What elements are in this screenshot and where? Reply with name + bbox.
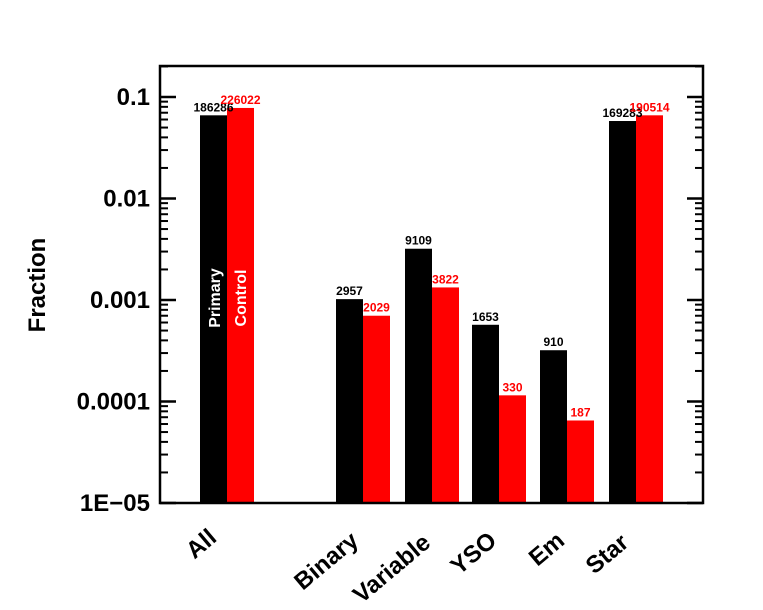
count-label-primary-em: 910 (543, 335, 563, 349)
bar-primary-star (609, 121, 636, 504)
y-tick-label: 0.001 (90, 287, 150, 314)
count-label-control-variable: 3822 (432, 272, 459, 286)
count-label-control-binary: 2029 (363, 301, 390, 315)
x-label-all: All (181, 524, 222, 564)
bar-primary-em (540, 350, 567, 503)
bar-control-star (636, 115, 663, 504)
count-label-control-star: 190514 (629, 100, 669, 114)
axes-layer (158, 64, 705, 505)
bar-control-yso (499, 395, 526, 503)
bars-layer (200, 107, 663, 504)
y-axis-title: Fraction (24, 238, 51, 333)
bar-primary-binary (336, 299, 363, 503)
count-label-control-yso: 330 (502, 380, 522, 394)
legend-control-label: Control (233, 270, 250, 327)
count-label-primary-variable: 9109 (405, 234, 432, 248)
x-label-variable: Variable (348, 529, 436, 609)
count-label-primary-all: 186286 (193, 100, 233, 114)
bar-control-variable (432, 287, 459, 503)
y-tick-label: 0.01 (103, 186, 150, 213)
bar-primary-variable (405, 248, 432, 503)
legend-primary-label: Primary (207, 268, 224, 328)
bar-control-binary (363, 315, 390, 503)
bar-primary-all (200, 115, 227, 504)
x-label-star: Star (581, 529, 634, 580)
x-label-em: Em (524, 527, 570, 572)
legend-layer: Primary Control (207, 268, 250, 328)
bar-primary-yso (472, 324, 499, 503)
bar-control-em (567, 420, 594, 503)
count-label-control-em: 187 (570, 405, 590, 419)
plot-frame (158, 64, 705, 505)
count-label-primary-yso: 1653 (472, 310, 499, 324)
y-tick-label: 0.0001 (77, 389, 150, 416)
count-label-primary-star: 169283 (602, 106, 642, 120)
count-label-primary-binary: 2957 (336, 284, 363, 298)
count-label-control-all: 226022 (220, 93, 260, 107)
x-label-yso: YSO (446, 527, 502, 580)
y-ticks: 0.1 0.01 0.001 0.0001 1E−05 (77, 65, 703, 517)
bar-control-all (227, 107, 254, 504)
y-tick-label: 0.1 (117, 84, 150, 111)
y-tick-label: 1E−05 (80, 490, 150, 517)
